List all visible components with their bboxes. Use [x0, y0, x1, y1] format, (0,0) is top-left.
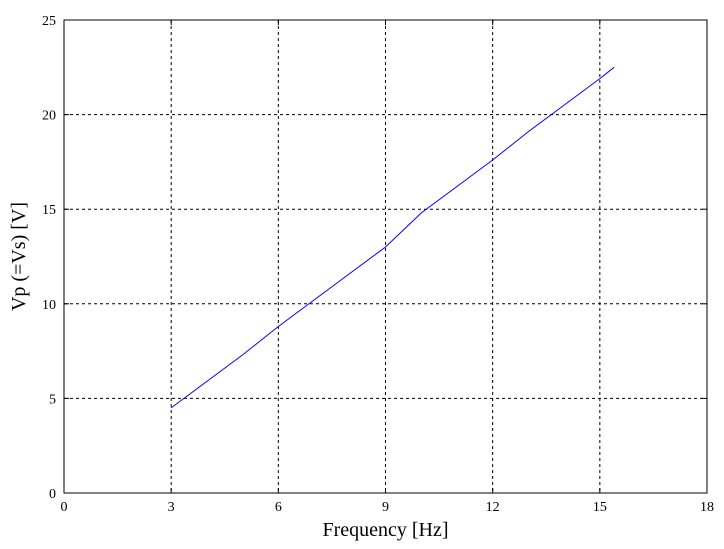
- x-tick-label: 15: [593, 500, 607, 515]
- y-axis-label: Vp (=Vs) [V]: [8, 202, 30, 311]
- y-tick-label: 10: [42, 298, 56, 313]
- y-tick-label: 0: [49, 487, 56, 502]
- y-tick-label: 5: [49, 392, 56, 407]
- y-tick-label: 20: [42, 109, 56, 124]
- x-tick-label: 6: [275, 500, 282, 515]
- x-tick-label: 3: [168, 500, 175, 515]
- x-tick-label: 18: [700, 500, 714, 515]
- y-tick-label: 15: [42, 203, 56, 218]
- y-tick-label: 25: [42, 14, 56, 29]
- x-axis-ticks: 0 3 6 9 12 15 18: [61, 20, 714, 515]
- x-tick-label: 0: [61, 500, 68, 515]
- y-axis-ticks: 0 5 10 15 20 25: [42, 14, 707, 502]
- x-tick-label: 9: [382, 500, 389, 515]
- grid-lines: [64, 20, 707, 493]
- x-tick-label: 12: [486, 500, 500, 515]
- series-group: [170, 66, 615, 409]
- x-axis-label: Frequency [Hz]: [322, 519, 448, 541]
- series-line: [170, 66, 615, 409]
